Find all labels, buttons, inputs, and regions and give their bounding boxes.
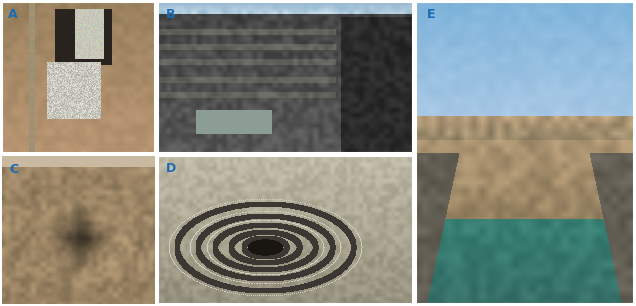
Text: D: D	[165, 162, 176, 175]
Text: C: C	[10, 163, 19, 176]
Text: E: E	[427, 8, 436, 21]
Text: B: B	[165, 8, 175, 21]
Text: A: A	[8, 8, 18, 21]
